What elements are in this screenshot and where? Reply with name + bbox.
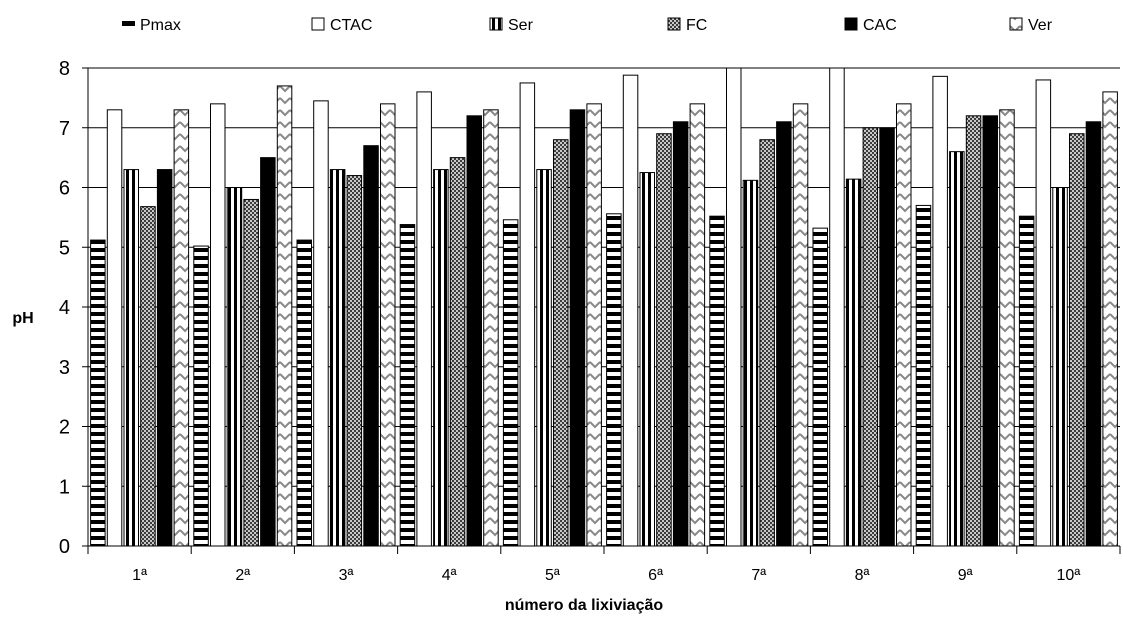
bar-ser-5 xyxy=(536,169,552,547)
legend-label: Ver xyxy=(1028,17,1053,34)
bar-ctac-9 xyxy=(932,75,948,547)
bar-fc-4 xyxy=(449,157,466,547)
bar-cac-4 xyxy=(466,115,482,547)
bar-ctac-8 xyxy=(829,67,845,547)
bar-ver-9 xyxy=(999,109,1015,547)
bar-ver-10 xyxy=(1102,91,1118,547)
y-axis-title: pH xyxy=(12,310,33,327)
bar-cac-1 xyxy=(156,169,173,547)
bar-pmax-1 xyxy=(90,239,106,547)
bar-pmax-5 xyxy=(502,219,519,547)
bar-fc-5 xyxy=(553,139,569,547)
y-tick-label: 8 xyxy=(59,58,70,80)
bar-ser-10 xyxy=(1052,187,1068,547)
bar-cac-3 xyxy=(363,145,379,547)
bar-cac-7 xyxy=(776,121,792,547)
x-tick-label: 10ª xyxy=(1057,567,1081,584)
y-tick-label: 5 xyxy=(59,237,70,259)
x-tick-label: 5ª xyxy=(545,567,560,584)
x-tick-label: 8ª xyxy=(855,567,870,584)
bar-pmax-7 xyxy=(709,215,725,547)
bar-ver-5 xyxy=(586,103,602,547)
bar-cac-5 xyxy=(569,109,586,547)
y-tick-label: 7 xyxy=(59,118,70,140)
bar-cac-10 xyxy=(1085,121,1102,547)
bar-ser-7 xyxy=(742,179,759,547)
bar-ver-4 xyxy=(483,109,499,547)
legend-swatch xyxy=(844,17,858,31)
bar-ctac-4 xyxy=(416,91,432,547)
bar-ver-2 xyxy=(276,85,293,547)
bar-cac-9 xyxy=(982,115,998,547)
bar-ctac-6 xyxy=(622,74,639,547)
legend-label: Ser xyxy=(508,17,534,34)
y-tick-label: 1 xyxy=(59,476,70,498)
legend-swatch xyxy=(489,17,503,31)
y-tick-label: 4 xyxy=(59,297,70,319)
x-tick-label: 9ª xyxy=(958,567,973,584)
bar-ctac-1 xyxy=(106,109,123,547)
bar-ser-8 xyxy=(845,178,862,547)
bar-fc-7 xyxy=(759,139,775,547)
bar-fc-8 xyxy=(862,127,879,547)
y-tick-label: 2 xyxy=(59,417,70,439)
y-tick-label: 3 xyxy=(59,357,70,379)
x-tick-label: 1ª xyxy=(132,567,147,584)
x-axis-title: número da lixiviação xyxy=(505,597,664,614)
bar-cac-2 xyxy=(260,157,276,547)
bar-ver-7 xyxy=(792,103,809,547)
bar-cac-6 xyxy=(672,121,689,547)
bar-ctac-10 xyxy=(1035,79,1052,547)
x-tick-label: 4ª xyxy=(442,567,457,584)
bar-pmax-4 xyxy=(399,224,416,547)
bar-ctac-2 xyxy=(210,103,226,547)
legend-label: Pmax xyxy=(140,17,181,34)
bar-pmax-9 xyxy=(915,204,932,547)
legend-label: FC xyxy=(686,17,707,34)
legend-swatch xyxy=(1009,17,1023,31)
bar-pmax-2 xyxy=(193,245,209,547)
bar-ser-1 xyxy=(123,169,139,547)
bar-ctac-3 xyxy=(313,100,329,547)
bar-pmax-6 xyxy=(606,213,622,547)
y-tick-label: 6 xyxy=(59,178,70,200)
legend-swatch xyxy=(667,17,681,31)
bar-ctac-7 xyxy=(726,67,742,547)
bar-ver-6 xyxy=(689,103,706,547)
bar-ver-1 xyxy=(173,109,190,547)
bar-ser-9 xyxy=(949,151,965,547)
y-tick-label: 0 xyxy=(59,536,70,558)
bar-pmax-8 xyxy=(812,227,828,547)
bar-fc-6 xyxy=(656,133,672,547)
bar-ser-2 xyxy=(226,187,243,547)
bar-fc-9 xyxy=(965,115,982,547)
bar-pmax-10 xyxy=(1018,215,1035,547)
bar-fc-2 xyxy=(243,198,259,547)
bar-ser-4 xyxy=(433,169,449,547)
x-tick-label: 2ª xyxy=(235,567,250,584)
legend-label: CTAC xyxy=(330,17,372,34)
x-tick-label: 7ª xyxy=(751,567,766,584)
legend-swatch xyxy=(311,17,325,31)
bar-ctac-5 xyxy=(519,82,536,547)
legend-swatch xyxy=(122,21,135,26)
bar-cac-8 xyxy=(879,127,895,547)
bar-ver-3 xyxy=(380,103,396,547)
bar-ser-6 xyxy=(639,172,655,547)
bar-fc-3 xyxy=(346,175,363,547)
bar-ser-3 xyxy=(329,169,346,547)
bar-pmax-3 xyxy=(296,239,312,547)
bar-ver-8 xyxy=(896,103,912,547)
bar-fc-10 xyxy=(1069,133,1085,547)
x-tick-label: 6ª xyxy=(648,567,663,584)
x-tick-label: 3ª xyxy=(339,567,354,584)
bar-fc-1 xyxy=(140,206,156,547)
legend-label: CAC xyxy=(863,17,897,34)
